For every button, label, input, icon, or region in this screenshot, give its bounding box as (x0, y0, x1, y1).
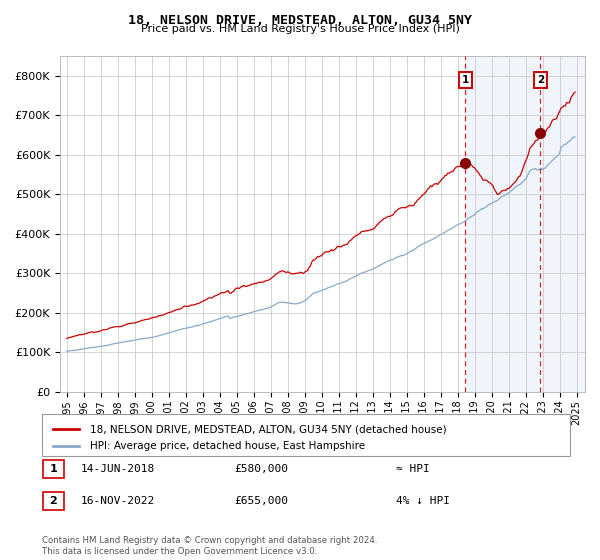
FancyBboxPatch shape (42, 414, 570, 456)
Text: 2: 2 (50, 496, 57, 506)
Text: £580,000: £580,000 (234, 464, 288, 474)
Text: HPI: Average price, detached house, East Hampshire: HPI: Average price, detached house, East… (89, 441, 365, 451)
Text: ≈ HPI: ≈ HPI (396, 464, 430, 474)
Text: 1: 1 (50, 464, 57, 474)
FancyBboxPatch shape (43, 492, 64, 510)
Text: £655,000: £655,000 (234, 496, 288, 506)
Text: 2: 2 (537, 74, 544, 85)
Text: 1: 1 (461, 74, 469, 85)
Text: 16-NOV-2022: 16-NOV-2022 (81, 496, 155, 506)
Text: 4% ↓ HPI: 4% ↓ HPI (396, 496, 450, 506)
Text: 18, NELSON DRIVE, MEDSTEAD, ALTON, GU34 5NY: 18, NELSON DRIVE, MEDSTEAD, ALTON, GU34 … (128, 14, 472, 27)
Text: Contains HM Land Registry data © Crown copyright and database right 2024.
This d: Contains HM Land Registry data © Crown c… (42, 536, 377, 556)
Text: Price paid vs. HM Land Registry's House Price Index (HPI): Price paid vs. HM Land Registry's House … (140, 24, 460, 34)
Text: 18, NELSON DRIVE, MEDSTEAD, ALTON, GU34 5NY (detached house): 18, NELSON DRIVE, MEDSTEAD, ALTON, GU34 … (89, 424, 446, 434)
FancyBboxPatch shape (43, 460, 64, 478)
Bar (465, 56, 587, 392)
Text: 14-JUN-2018: 14-JUN-2018 (81, 464, 155, 474)
